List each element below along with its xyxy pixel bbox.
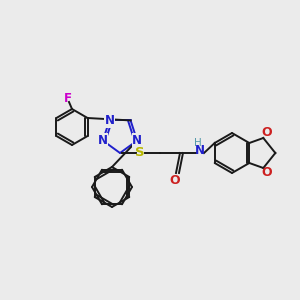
Text: F: F — [64, 92, 72, 106]
Text: N: N — [132, 134, 142, 147]
Text: N: N — [104, 114, 114, 127]
Text: O: O — [261, 127, 272, 140]
Text: N: N — [98, 134, 108, 147]
Text: O: O — [261, 167, 272, 179]
Text: O: O — [170, 173, 180, 187]
Text: S: S — [135, 146, 145, 160]
Text: H: H — [194, 138, 202, 148]
Text: N: N — [195, 145, 205, 158]
